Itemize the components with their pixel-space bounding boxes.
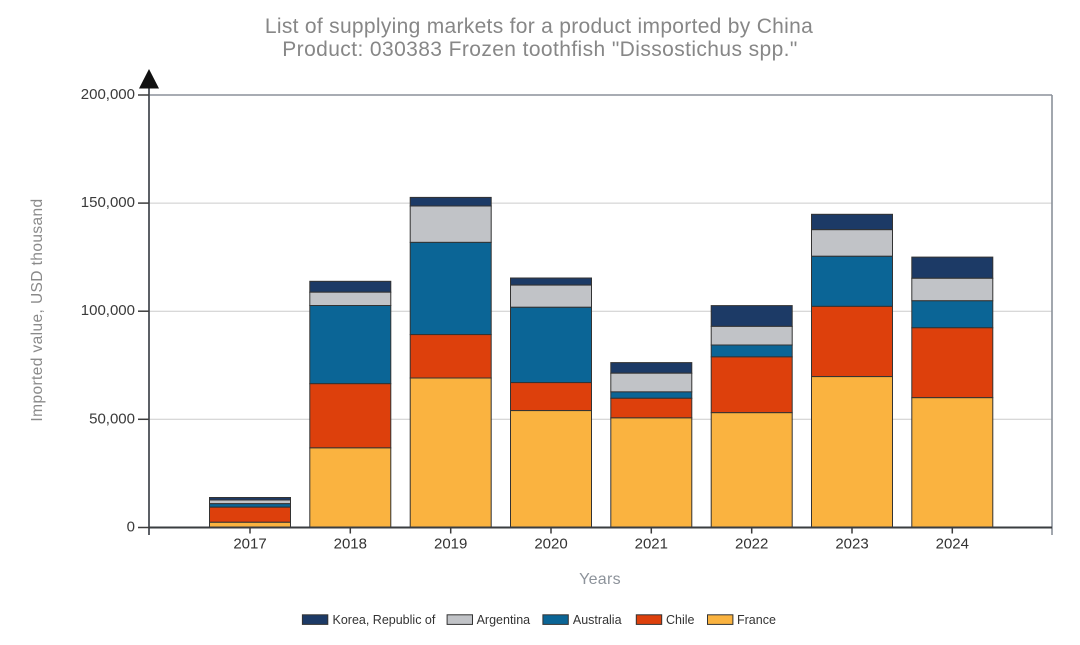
svg-text:Chile: Chile	[666, 613, 695, 627]
svg-text:Imported value, USD thousand: Imported value, USD thousand	[29, 198, 46, 421]
svg-text:List of supplying markets for: List of supplying markets for a product …	[265, 15, 813, 38]
svg-text:Korea, Republic of: Korea, Republic of	[333, 613, 436, 627]
svg-text:Product: 030383 Frozen toothfi: Product: 030383 Frozen toothfish "Dissos…	[282, 38, 797, 61]
svg-text:2024: 2024	[936, 536, 969, 553]
svg-text:2023: 2023	[835, 536, 868, 553]
svg-text:2017: 2017	[233, 536, 266, 553]
svg-text:Years: Years	[579, 571, 621, 588]
svg-text:2022: 2022	[735, 536, 768, 553]
svg-text:Australia: Australia	[573, 613, 622, 627]
svg-text:2019: 2019	[434, 536, 467, 553]
svg-text:Argentina: Argentina	[477, 613, 531, 627]
svg-text:150,000: 150,000	[81, 194, 135, 211]
svg-text:50,000: 50,000	[89, 410, 135, 427]
svg-text:France: France	[737, 613, 776, 627]
svg-text:200,000: 200,000	[81, 86, 135, 103]
svg-text:2020: 2020	[534, 536, 567, 553]
svg-text:100,000: 100,000	[81, 302, 135, 319]
svg-text:2021: 2021	[635, 536, 668, 553]
svg-text:2018: 2018	[334, 536, 367, 553]
svg-text:0: 0	[127, 519, 135, 536]
